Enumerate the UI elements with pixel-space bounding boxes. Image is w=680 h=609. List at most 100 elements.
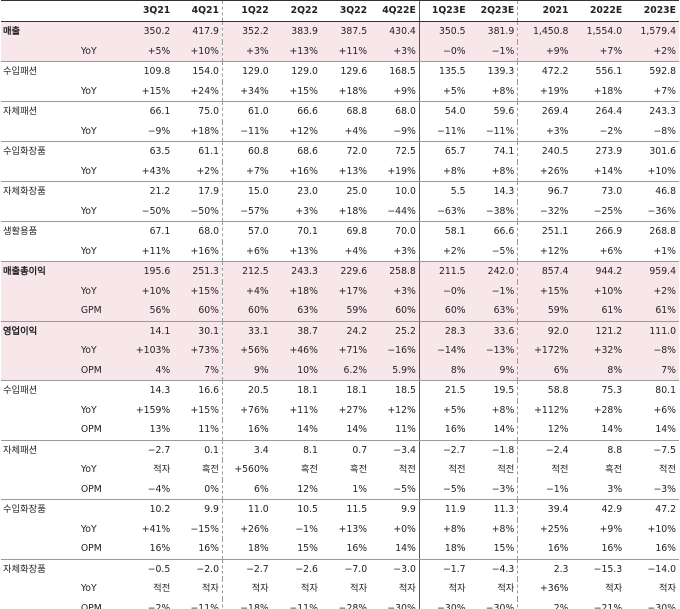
value-cell: 18% (418, 539, 469, 560)
value-cell: 적전 (153, 583, 171, 594)
value-cell: 944.2 (571, 261, 626, 282)
value-cell: −11% (190, 602, 219, 609)
value-cell: 0.7 (352, 444, 368, 456)
value-cell: 38.7 (271, 321, 321, 341)
value-cell: +8% (468, 161, 518, 182)
value-cell: 13% (124, 420, 174, 441)
value-cell: +24% (173, 81, 223, 102)
value-cell: 472.2 (517, 61, 572, 82)
value-cell: 383.9 (271, 21, 321, 42)
value-cell: 56% (124, 301, 174, 322)
value-cell: 251.1 (517, 221, 572, 242)
value-cell: 68.8 (346, 106, 368, 117)
value-cell: −30% (418, 598, 469, 609)
value-cell: −0% (418, 281, 469, 301)
value-cell: 121.2 (571, 321, 626, 341)
value-cell: +4% (320, 121, 371, 142)
row-label (1, 281, 75, 301)
value-cell: +15% (517, 281, 572, 301)
value-cell: 266.9 (595, 226, 623, 237)
value-cell: −8% (625, 121, 679, 142)
value-cell: 58.1 (418, 221, 469, 242)
value-cell: 23.0 (297, 186, 318, 197)
table-row: YoY +41% −15% +26% −1% +13% +0% +8% +8% +25% +9% +1… (1, 519, 679, 539)
row-metric: OPM (74, 539, 125, 560)
value-cell: −11% (418, 121, 469, 142)
value-cell: +8% (468, 81, 518, 102)
value-cell: +13% (320, 161, 371, 182)
value-cell: −3.4 (393, 444, 416, 456)
value-cell: −9% (124, 121, 174, 142)
value-cell: +3% (370, 41, 420, 62)
row-label (1, 41, 75, 62)
value-cell: 7% (173, 360, 223, 381)
value-cell: −1% (468, 41, 518, 62)
value-cell: +19% (370, 161, 420, 182)
row-metric: YoY (74, 281, 125, 301)
value-cell: +8% (418, 519, 469, 539)
value-cell: 135.5 (418, 61, 469, 82)
value-cell: +11% (124, 241, 174, 262)
table-row: YoY +10% +15% +4% +18% +17% +3% −0% −1% +15% +10% +… (1, 281, 679, 301)
value-cell: +5% (418, 400, 469, 420)
table-row: 생활용품 67.1 68.0 57.0 70.1 69.8 70.0 58.1 66.6 251.… (1, 221, 679, 242)
value-cell: 352.2 (221, 21, 272, 42)
value-cell: 18% (221, 539, 272, 560)
value-cell: +41% (141, 523, 171, 535)
row-label: 매출총이익 (1, 261, 75, 282)
value-cell: −14% (418, 341, 469, 361)
value-cell: −11% (221, 121, 272, 142)
value-cell: −0.5 (147, 563, 171, 575)
value-cell: 9% (468, 360, 518, 381)
row-label: 생활용품 (3, 226, 38, 237)
value-cell: +25% (517, 519, 572, 539)
table-row: YoY 적전 적자 적자 적자 적자 적자 적자 적자 +36% 적자 적자 (1, 579, 679, 599)
value-cell: 8% (571, 360, 626, 381)
value-cell: −2.4 (517, 440, 572, 460)
value-cell: −2% (571, 121, 626, 142)
value-cell: +28% (593, 404, 623, 416)
value-cell: +6% (571, 241, 626, 262)
value-cell: 적자 (418, 579, 469, 599)
row-label (1, 360, 75, 381)
column-header: 2Q23E (468, 0, 518, 22)
value-cell: +16% (271, 161, 321, 182)
value-cell: 46.8 (655, 186, 676, 197)
row-label (1, 341, 75, 361)
row-metric: YoY (74, 81, 125, 102)
value-cell: 92.0 (517, 321, 572, 341)
value-cell: +15% (271, 81, 321, 102)
table-row: OPM 16% 16% 18% 15% 16% 14% 18% 15% 16% 16% 16% (1, 539, 679, 560)
value-cell: +10% (124, 281, 174, 301)
value-cell: 9.9 (401, 504, 416, 515)
value-cell: 10.5 (297, 504, 318, 515)
value-cell: 25.0 (346, 186, 368, 197)
value-cell: 적자 (398, 583, 416, 594)
value-cell: 54.0 (418, 101, 469, 122)
value-cell: 적자 (221, 579, 272, 599)
value-cell: +76% (221, 400, 272, 420)
value-cell: −44% (370, 201, 420, 222)
row-metric (74, 21, 125, 42)
row-label: 수입패션 (3, 385, 38, 396)
value-cell: −4% (124, 479, 174, 500)
row-metric: YoY (74, 201, 125, 222)
row-label (1, 460, 75, 480)
value-cell: −3% (625, 479, 679, 500)
value-cell: 1,450.8 (517, 21, 572, 42)
value-cell: 14% (271, 420, 321, 441)
value-cell: 68.0 (198, 226, 219, 237)
header-blank-cell (1, 0, 75, 22)
value-cell: 66.1 (149, 106, 171, 117)
value-cell: +103% (124, 341, 174, 361)
value-cell: 6.2% (320, 360, 371, 381)
value-cell: 8.8 (607, 444, 623, 456)
value-cell: 73.0 (601, 186, 623, 197)
column-header: 2Q22 (271, 0, 321, 22)
column-header: 3Q21 (124, 0, 174, 22)
value-cell: 8.1 (303, 444, 318, 456)
value-cell: +112% (517, 400, 572, 420)
column-header: 2023E (625, 0, 679, 22)
value-cell: 11.3 (493, 504, 515, 515)
value-cell: 195.6 (124, 261, 174, 282)
